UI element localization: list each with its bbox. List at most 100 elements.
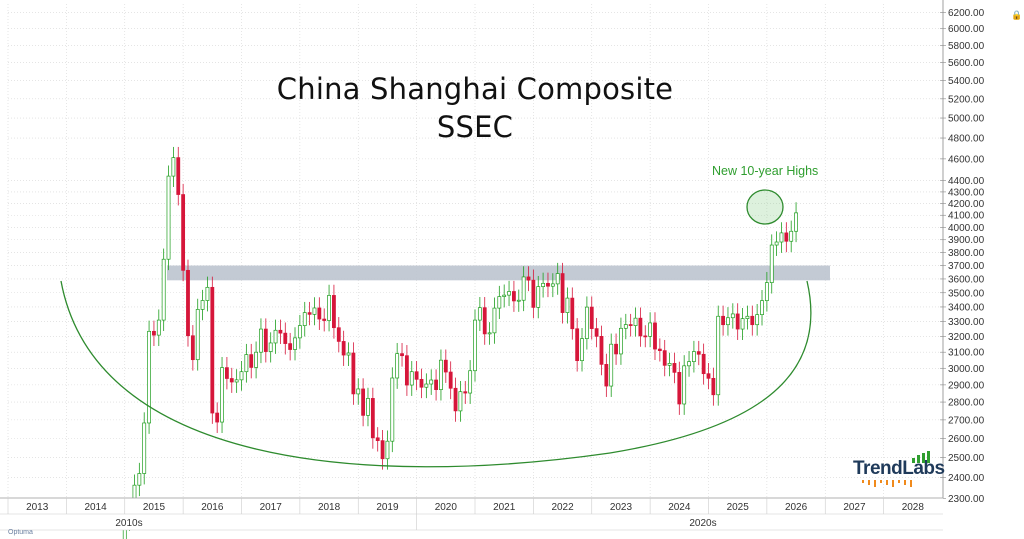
y-tick-label: 3300.00 xyxy=(948,317,985,328)
y-tick-label: 2300.00 xyxy=(948,494,985,505)
lock-icon[interactable]: 🔒 xyxy=(1011,10,1023,20)
candle-body xyxy=(263,328,268,352)
candle-body xyxy=(536,286,541,308)
y-tick-label: 3000.00 xyxy=(948,364,985,375)
y-tick-label: 5200.00 xyxy=(948,94,985,105)
candle-body xyxy=(404,355,409,386)
candle-body xyxy=(254,351,259,368)
y-tick-label: 3900.00 xyxy=(948,235,985,246)
candle-body xyxy=(638,317,643,337)
candle-body xyxy=(322,318,327,321)
candle-body xyxy=(609,343,614,387)
candle-body xyxy=(336,327,341,342)
candle-body xyxy=(268,342,273,352)
candle-body xyxy=(448,371,453,389)
candle-body xyxy=(327,295,331,321)
brand-logo-dot xyxy=(886,480,888,485)
candle-body xyxy=(730,313,735,319)
candle-body xyxy=(161,258,166,321)
candle-body xyxy=(181,194,186,271)
candle-body xyxy=(594,328,599,337)
candle-body xyxy=(575,328,580,362)
x-tick-label: 2016 xyxy=(201,502,224,513)
candle-body xyxy=(769,244,774,283)
candle-body xyxy=(696,351,701,355)
candle-body xyxy=(584,306,589,339)
y-tick-label: 4800.00 xyxy=(948,134,985,145)
candle-body xyxy=(794,212,798,232)
candle-body xyxy=(302,312,307,326)
x-tick-label: 2025 xyxy=(727,502,750,513)
candle-body xyxy=(395,353,400,379)
chart-title-line-2: SSEC xyxy=(436,110,514,144)
candle-body xyxy=(215,412,220,423)
brand-logo-dot xyxy=(862,480,864,483)
candle-body xyxy=(205,286,210,301)
candle-body xyxy=(740,318,745,330)
candle-body xyxy=(531,279,536,308)
candle-body xyxy=(580,338,584,362)
candle-body xyxy=(691,351,696,362)
candle-body xyxy=(312,307,317,315)
candle-body xyxy=(614,343,618,355)
x-tick-label: 2017 xyxy=(260,502,283,513)
candle-body xyxy=(599,335,604,365)
candle-body xyxy=(210,286,215,414)
candle-body xyxy=(687,361,691,367)
resistance-band xyxy=(167,265,830,281)
candle-body xyxy=(745,315,750,319)
candle-body xyxy=(633,317,638,326)
x-tick-label: 2023 xyxy=(610,502,633,513)
candle-body xyxy=(293,337,297,350)
y-tick-label: 3700.00 xyxy=(948,261,985,272)
y-tick-label: 4100.00 xyxy=(948,211,985,222)
y-tick-label: 4600.00 xyxy=(948,154,985,165)
candle-body xyxy=(244,354,249,373)
candle-body xyxy=(439,359,443,390)
candle-body xyxy=(400,353,404,357)
candle-body xyxy=(735,313,740,330)
y-tick-label: 2700.00 xyxy=(948,415,985,426)
y-tick-label: 3600.00 xyxy=(948,274,985,285)
candle-body xyxy=(424,383,429,388)
candle-body xyxy=(482,307,487,335)
candle-body xyxy=(546,282,550,287)
candle-body xyxy=(224,367,229,379)
candle-body xyxy=(643,335,648,338)
candle-body xyxy=(526,276,531,281)
brand-logo-dot xyxy=(880,480,882,483)
cup-arc xyxy=(60,280,812,468)
candle-body xyxy=(774,241,779,246)
y-tick-label: 3400.00 xyxy=(948,302,985,313)
y-tick-label: 2900.00 xyxy=(948,380,985,391)
candle-body xyxy=(443,359,448,373)
candle-body xyxy=(195,309,200,361)
candle-body xyxy=(789,230,794,242)
x-tick-label: 2021 xyxy=(493,502,516,513)
candle-body xyxy=(273,329,278,344)
candle-body xyxy=(220,367,224,423)
candle-body xyxy=(259,328,263,353)
y-tick-label: 4000.00 xyxy=(948,223,985,234)
candle-body xyxy=(706,373,711,379)
candle-body xyxy=(512,291,516,302)
x-tick-label: 2018 xyxy=(318,502,341,513)
x-tick-label: 2028 xyxy=(902,502,925,513)
brand-logo-dot xyxy=(904,480,906,485)
x-tick-label: 2020 xyxy=(435,502,458,513)
candle-body xyxy=(750,315,755,326)
candle-body xyxy=(152,330,156,336)
candle-body xyxy=(375,437,380,441)
candle-body xyxy=(361,388,366,416)
decade-label: 2010s xyxy=(115,518,142,529)
optuma-logo: Optuma xyxy=(8,529,33,536)
candle-body xyxy=(672,363,677,373)
candle-body xyxy=(726,317,730,326)
candle-body xyxy=(317,307,322,320)
candle-body xyxy=(560,273,565,313)
y-tick-label: 6200.00 xyxy=(948,8,985,19)
candle-body xyxy=(278,329,283,334)
candle-body xyxy=(716,315,721,396)
x-tick-label: 2027 xyxy=(843,502,866,513)
candle-body xyxy=(779,232,784,243)
